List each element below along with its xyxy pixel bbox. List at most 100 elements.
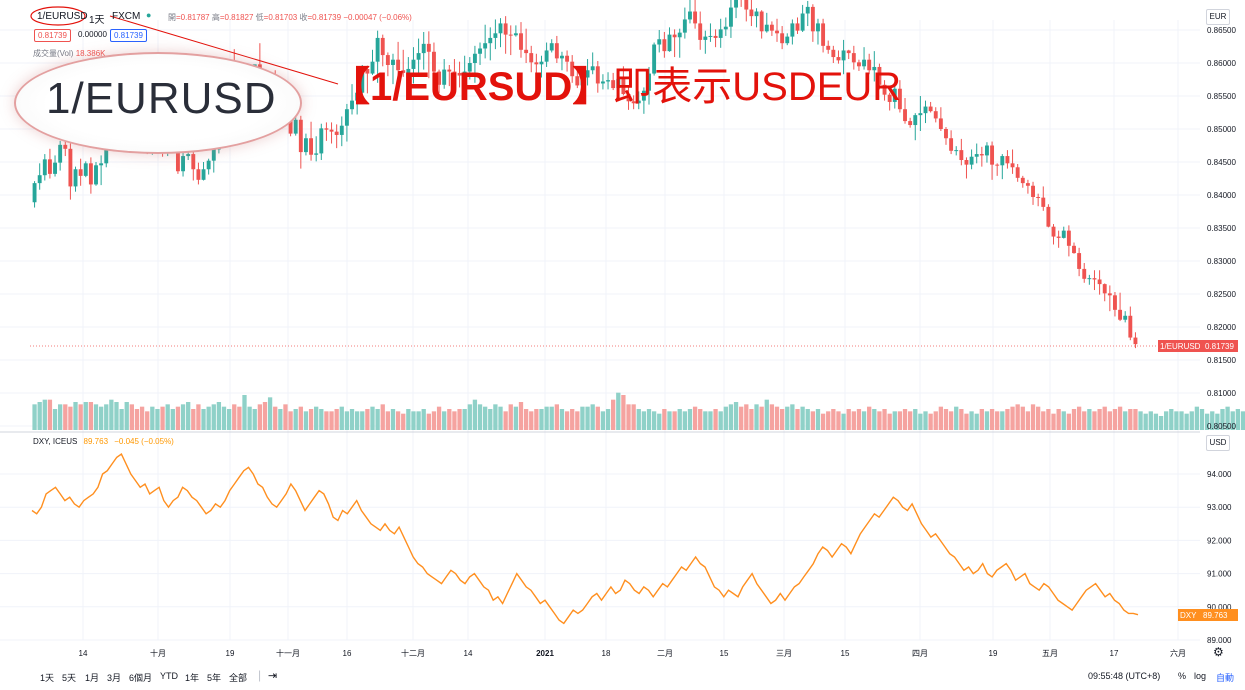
time-tick-label: 19: [226, 649, 235, 658]
volume-bar: [575, 411, 580, 430]
range-ytd[interactable]: YTD: [160, 671, 178, 681]
price-tick-label: 0.82000: [1207, 323, 1236, 332]
range-3m[interactable]: 3月: [107, 673, 122, 683]
interval[interactable]: 1天: [89, 15, 105, 26]
volume-bar: [861, 411, 867, 430]
range-6m[interactable]: 6個月: [129, 673, 153, 683]
percent-toggle[interactable]: %: [1178, 671, 1187, 681]
candle-body: [432, 51, 436, 72]
volume-bar: [1225, 406, 1230, 430]
candle-body: [1102, 284, 1107, 294]
annotation-bracket-text: 【1/EURSUD】: [330, 65, 613, 109]
volume-bar: [206, 406, 211, 430]
candle-body: [631, 101, 636, 104]
volume-bar: [790, 404, 795, 430]
candle-body: [32, 183, 37, 203]
candle-body: [293, 119, 298, 134]
volume-bar: [877, 411, 882, 430]
volume-bar: [380, 404, 385, 430]
volume-bar: [769, 404, 775, 430]
dxy-tick-label: 89.000: [1207, 636, 1232, 645]
volume-bar: [902, 409, 908, 430]
range-1m[interactable]: 1月: [85, 673, 100, 683]
volume-bar: [104, 404, 109, 430]
candle-body: [841, 50, 846, 61]
volume-bar: [201, 409, 206, 430]
auto-toggle[interactable]: 自動: [1216, 673, 1235, 683]
volume-bar: [431, 411, 437, 430]
range-5d[interactable]: 5天: [62, 673, 77, 683]
volume-bar: [1189, 411, 1194, 430]
volume-bar: [349, 409, 355, 430]
dxy-currency-label[interactable]: USD: [1206, 435, 1230, 451]
volume-value: 18.386K: [75, 49, 106, 58]
clock[interactable]: 09:55:48 (UTC+8): [1088, 671, 1161, 681]
candle-body: [1066, 230, 1071, 246]
price-currency-label[interactable]: EUR: [1206, 9, 1230, 25]
log-toggle[interactable]: log: [1194, 671, 1207, 681]
volume-bar: [1164, 411, 1169, 430]
volume-bar: [851, 411, 856, 430]
volume-bar: [93, 404, 99, 430]
candle-body: [560, 55, 564, 59]
candle-body: [621, 78, 626, 95]
volume-bar: [810, 411, 816, 430]
bottom-toolbar: 1天 5天 1月 3月 6個月 YTD 1年 5年 全部 | ⇥ 09:55:4…: [40, 668, 1235, 683]
candle-body: [539, 61, 544, 65]
grid: [0, 20, 1200, 641]
sell-price-button[interactable]: 0.81739: [34, 29, 71, 42]
volume-bar: [308, 409, 314, 430]
candle-body: [1025, 183, 1030, 186]
range-1d[interactable]: 1天: [40, 673, 55, 683]
candle-body: [1077, 253, 1082, 269]
candle-body: [554, 43, 559, 59]
time-tick-label: 14: [79, 649, 88, 658]
candle-body: [938, 118, 943, 129]
volume-bar: [421, 409, 426, 430]
volume-bar: [631, 404, 636, 430]
volume-bar: [1056, 409, 1061, 430]
volume-bar: [948, 411, 954, 430]
candle-body: [949, 138, 954, 151]
volume-bar: [68, 406, 73, 430]
dxy-legend: DXY, ICEUS 89.763 −0.045 (−0.05%): [33, 437, 174, 446]
symbol-name[interactable]: 1/EURUSD: [37, 11, 88, 22]
candle-body: [329, 129, 334, 132]
volume-bar: [954, 406, 959, 430]
candle-body: [974, 154, 979, 157]
volume-bar: [1015, 404, 1020, 430]
goto-date-icon[interactable]: ⇥: [268, 670, 278, 682]
range-all[interactable]: 全部: [229, 673, 248, 683]
candle-body: [657, 39, 662, 45]
candle-body: [744, 0, 749, 10]
candle-body: [918, 113, 923, 116]
candle-body: [94, 165, 98, 185]
range-1y[interactable]: 1年: [185, 673, 200, 683]
volume-bar: [257, 404, 263, 430]
candle-body: [575, 76, 580, 86]
candle-body: [677, 32, 682, 38]
range-5y[interactable]: 5年: [207, 673, 222, 683]
volume-bar: [1076, 406, 1082, 430]
volume-bar: [288, 411, 293, 430]
volume-bar: [124, 402, 129, 430]
volume-bar: [47, 399, 53, 430]
candle-body: [749, 9, 754, 17]
volume-bar: [37, 402, 42, 430]
volume-bar: [907, 411, 913, 430]
volume-bar: [969, 411, 974, 430]
candle-body: [1123, 315, 1128, 320]
volume-bar: [882, 409, 887, 430]
candle-body: [585, 70, 590, 78]
volume-bar: [252, 409, 257, 430]
volume-bar: [1240, 411, 1245, 430]
volume-bar: [457, 409, 462, 430]
buy-price-button[interactable]: 0.81739: [110, 29, 147, 42]
candle-body: [1056, 236, 1061, 238]
volume-bar: [221, 406, 227, 430]
candle-body: [334, 131, 339, 135]
settings-icon[interactable]: ⚙: [1213, 645, 1224, 659]
time-tick-label: 四月: [912, 649, 928, 658]
price-tick-label: 0.80500: [1207, 422, 1236, 431]
